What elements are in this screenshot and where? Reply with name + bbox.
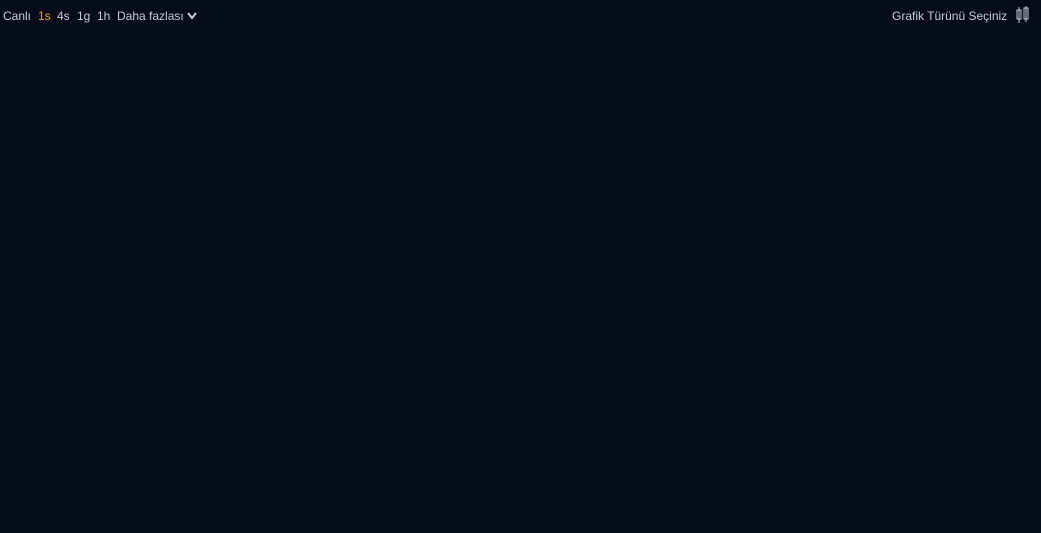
candle-icon	[1016, 6, 1029, 23]
timeframe-button[interactable]: 4s	[57, 9, 70, 23]
timeframe-button[interactable]: 1g	[77, 9, 91, 23]
timeframe-button[interactable]: 1s	[38, 9, 51, 23]
timeframe-button[interactable]: 1h	[97, 9, 111, 23]
timeframe-button[interactable]: Canlı	[3, 9, 32, 23]
chart-type-button[interactable]: Grafik Türünü Seçiniz	[892, 9, 1008, 23]
